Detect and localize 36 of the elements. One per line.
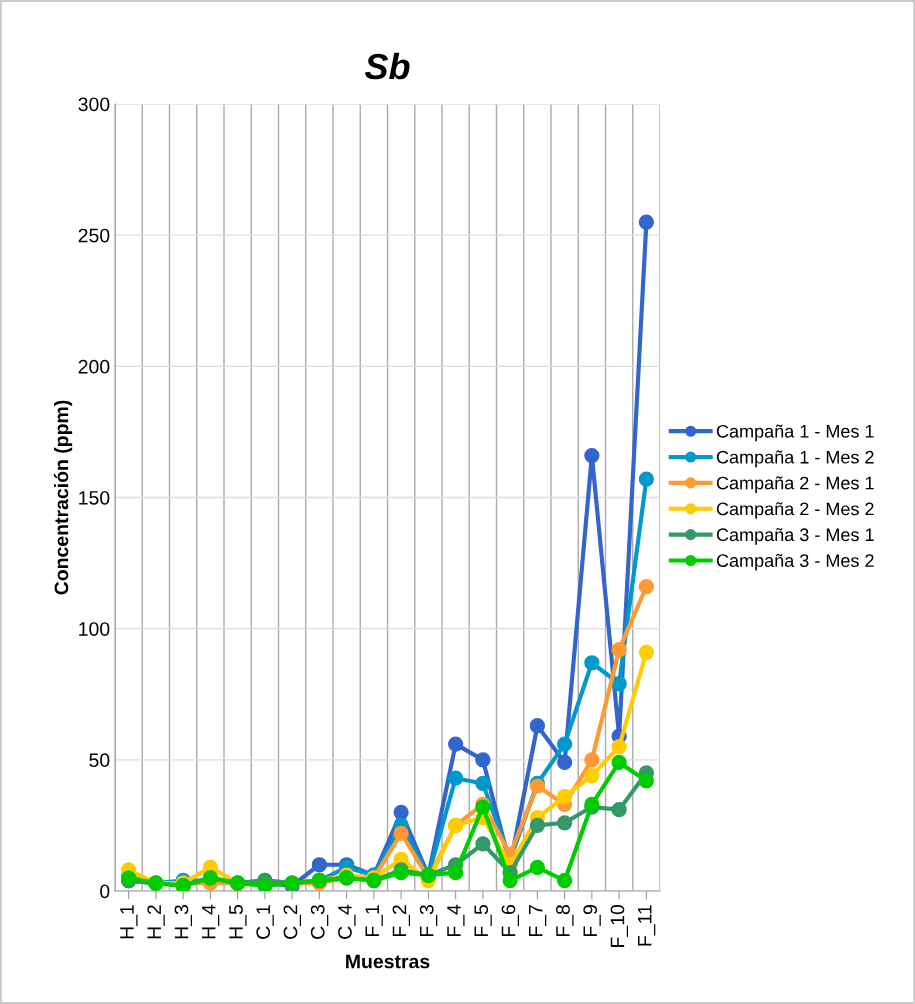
x-tick-label: F_10: [610, 904, 629, 947]
x-tick-label: F_2: [392, 905, 411, 937]
x-axis-title: Muestras: [346, 954, 430, 969]
x-tick-label: F_11: [638, 905, 656, 946]
y-tick-label: 150: [79, 490, 110, 505]
x-tick-label: H_2: [147, 905, 165, 939]
legend-label: Campaña 3 - Mes 1: [716, 528, 874, 545]
x-tick-label: F_1: [365, 905, 383, 937]
legend-label: Campaña 2 - Mes 1: [716, 476, 874, 493]
x-tick-label: F_6: [501, 905, 520, 937]
x-tick-label: H_1: [120, 905, 138, 939]
x-tick-label: H_5: [229, 905, 247, 939]
x-tick-label: C_4: [338, 904, 356, 939]
x-tick-label: F_8: [556, 905, 574, 937]
x-tick-label: F_9: [583, 905, 601, 937]
y-axis-title: Concentración (ppm): [53, 400, 73, 595]
x-tick-label: F_3: [419, 905, 438, 937]
x-tick-label: C_2: [283, 905, 302, 939]
legend-label: Campaña 1 - Mes 1: [716, 424, 874, 442]
x-tick-label: H_4: [202, 904, 220, 939]
x-tick-label: H_3: [174, 905, 193, 939]
legend-label: Campaña 1 - Mes 2: [716, 450, 874, 468]
y-tick-label: 200: [78, 359, 110, 374]
y-tick-label: 100: [79, 622, 110, 636]
y-tick-label: 300: [78, 97, 110, 112]
x-tick-label: F_4: [447, 904, 465, 937]
y-tick-label: 250: [78, 228, 110, 243]
y-tick-label: 50: [89, 753, 110, 768]
chart-title: Sb: [364, 52, 410, 80]
x-tick-label: C_3: [310, 905, 329, 939]
x-tick-label: F_7: [529, 905, 547, 937]
legend-label: Campaña 2 - Mes 2: [716, 502, 874, 519]
x-tick-label: F_5: [474, 905, 492, 937]
legend-label: Campaña 3 - Mes 2: [716, 553, 874, 571]
x-tick-label: C_1: [256, 905, 274, 939]
y-tick-label: 0: [100, 884, 110, 899]
